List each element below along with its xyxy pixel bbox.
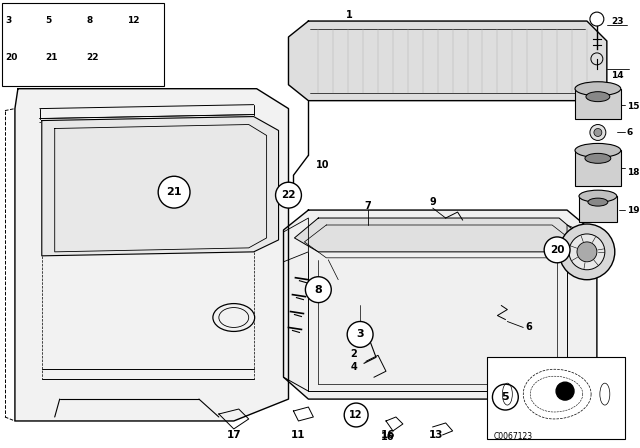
Ellipse shape [575, 143, 621, 157]
Circle shape [559, 224, 615, 280]
Ellipse shape [585, 153, 611, 164]
Polygon shape [294, 218, 585, 252]
Circle shape [492, 384, 518, 410]
Circle shape [158, 176, 190, 208]
Circle shape [347, 322, 373, 347]
Text: 5: 5 [45, 16, 52, 25]
Text: 6: 6 [525, 323, 532, 332]
Text: 1: 1 [346, 10, 353, 20]
Text: 4: 4 [350, 362, 357, 372]
Bar [2, 3, 164, 86]
Text: 16: 16 [381, 432, 395, 442]
Text: 18: 18 [627, 168, 639, 177]
Bar [575, 89, 621, 119]
Circle shape [544, 237, 570, 263]
Text: 23: 23 [611, 17, 623, 26]
Text: 10: 10 [316, 160, 330, 170]
Text: 13: 13 [428, 430, 443, 440]
Text: 7: 7 [364, 201, 371, 211]
Circle shape [305, 277, 332, 302]
Text: 20: 20 [5, 53, 17, 62]
Text: 11: 11 [291, 430, 306, 440]
Text: 21: 21 [45, 53, 58, 62]
Text: 12: 12 [349, 410, 363, 420]
Bar [488, 358, 625, 439]
Bar [575, 151, 621, 186]
Circle shape [594, 129, 602, 137]
Text: 19: 19 [627, 206, 639, 215]
Text: 8: 8 [86, 16, 92, 25]
Text: 5: 5 [502, 392, 509, 402]
Circle shape [344, 403, 368, 427]
Text: 21: 21 [166, 187, 182, 197]
Text: 20: 20 [550, 245, 564, 255]
Text: 22: 22 [86, 53, 99, 62]
Text: C0067123: C0067123 [493, 432, 532, 441]
Circle shape [569, 234, 605, 270]
Text: 8: 8 [314, 284, 322, 295]
Polygon shape [284, 210, 597, 399]
Text: 2: 2 [350, 349, 357, 359]
Text: 22: 22 [281, 190, 296, 200]
Bar [579, 196, 617, 222]
Ellipse shape [579, 190, 617, 202]
Text: 3: 3 [5, 16, 12, 25]
Circle shape [577, 242, 597, 262]
Text: 9: 9 [429, 197, 436, 207]
Text: 17: 17 [227, 430, 241, 440]
Polygon shape [42, 116, 278, 256]
Text: 16: 16 [381, 430, 396, 440]
Polygon shape [289, 21, 607, 101]
Circle shape [556, 382, 574, 400]
Text: 3: 3 [356, 329, 364, 340]
Text: 14: 14 [611, 71, 623, 80]
Ellipse shape [575, 82, 621, 96]
Circle shape [590, 125, 606, 140]
Ellipse shape [586, 92, 610, 102]
Text: 15: 15 [627, 102, 639, 111]
Ellipse shape [588, 198, 608, 206]
Polygon shape [15, 89, 289, 421]
Circle shape [276, 182, 301, 208]
Text: 12: 12 [127, 16, 139, 25]
Text: 6: 6 [627, 128, 633, 137]
